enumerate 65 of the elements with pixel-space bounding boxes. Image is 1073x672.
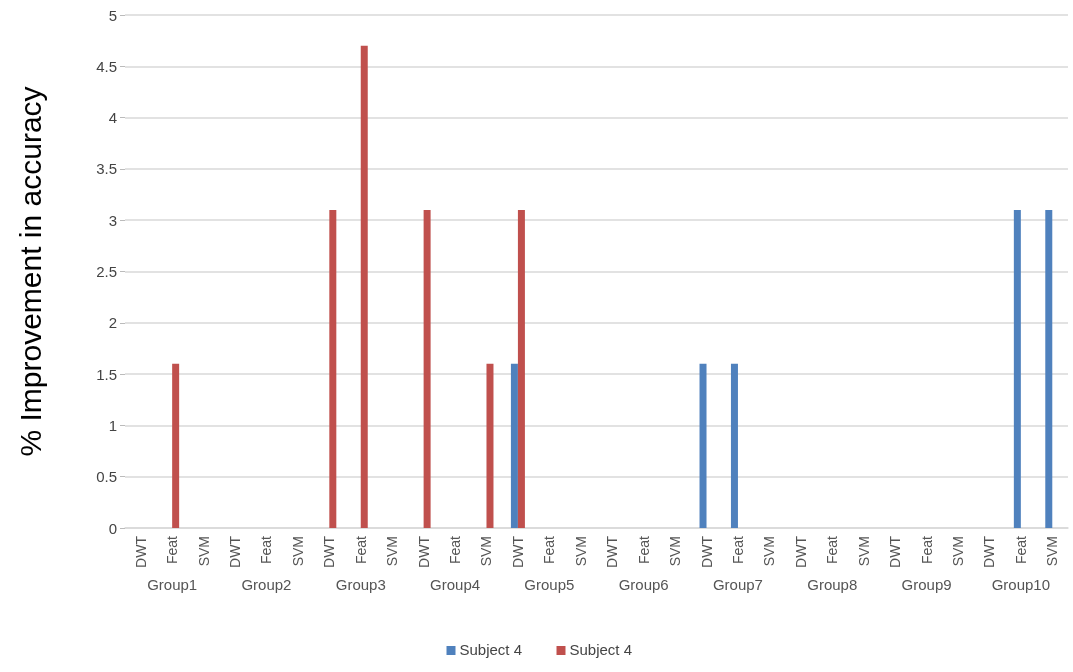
bar [1013, 209, 1021, 528]
y-tick-label: 2 [108, 314, 117, 332]
text: Group6 [618, 576, 669, 593]
x-tick-label: Feat [635, 535, 652, 565]
x-tick-label: Feat [164, 535, 181, 565]
text: Group1 [147, 576, 198, 593]
x-tick-label: Feat [541, 535, 558, 565]
x-tick-label: SVM [572, 536, 589, 567]
y-tick-label: 3 [108, 211, 117, 229]
x-tick-label: Feat [918, 535, 935, 565]
y-tick-label: 3.5 [96, 160, 117, 178]
x-tick-label: SVM [1044, 536, 1061, 567]
text: Group5 [524, 576, 575, 593]
bar [510, 363, 518, 528]
text: Group10 [991, 576, 1051, 593]
y-tick-label: 0 [108, 519, 117, 537]
x-tick-label: Feat [258, 535, 275, 565]
text: Group4 [430, 576, 481, 593]
x-tick-label: Feat [352, 535, 369, 565]
x-tick-label: DWT [981, 535, 998, 568]
x-tick-label: SVM [761, 536, 778, 567]
y-tick-label: 1.5 [96, 365, 117, 383]
y-tick-label: 2.5 [96, 263, 117, 280]
y-tick-label: 4.5 [96, 57, 117, 75]
x-tick-label: SVM [384, 536, 401, 567]
x-tick-label: SVM [855, 536, 872, 567]
x-tick-label: DWT [698, 535, 715, 568]
x-tick-label: SVM [195, 536, 212, 567]
x-tick-label: DWT [227, 535, 244, 568]
y-tick-label: 1 [108, 416, 117, 434]
x-tick-label: Feat [447, 535, 464, 565]
bar [360, 45, 368, 528]
bar [730, 363, 738, 528]
bar [172, 363, 180, 528]
y-tick-label: 4 [108, 109, 117, 127]
bar [699, 363, 707, 528]
bar [423, 209, 431, 528]
x-tick-label: DWT [887, 535, 904, 568]
bar [486, 363, 494, 528]
text: Group3 [335, 576, 386, 593]
text: Group9 [901, 576, 952, 593]
x-tick-label: DWT [604, 535, 621, 568]
y-axis-title: % Improvement in accuracy [13, 86, 47, 457]
x-tick-label: Feat [729, 535, 746, 565]
x-tick-label: SVM [949, 536, 966, 567]
x-tick-label: Feat [824, 535, 841, 565]
bar [517, 209, 525, 528]
x-tick-label: SVM [289, 536, 306, 567]
text: Group7 [712, 576, 763, 593]
text: Group8 [807, 576, 858, 593]
text: Group2 [241, 576, 292, 593]
x-tick-label: DWT [415, 535, 432, 568]
x-tick-label: SVM [667, 536, 684, 567]
bar [1045, 209, 1053, 528]
y-tick-label: 0.5 [96, 468, 117, 486]
x-tick-label: DWT [509, 535, 526, 568]
x-tick-label: DWT [132, 535, 149, 568]
bar [329, 209, 337, 528]
legend-label: Subject 4 [459, 641, 523, 658]
x-tick-label: DWT [321, 535, 338, 568]
y-tick-label: 5 [108, 6, 117, 24]
x-tick-label: Feat [1012, 535, 1029, 565]
x-tick-label: DWT [792, 535, 809, 568]
legend-label: Subject 4 [569, 641, 633, 658]
x-tick-label: SVM [478, 536, 495, 567]
